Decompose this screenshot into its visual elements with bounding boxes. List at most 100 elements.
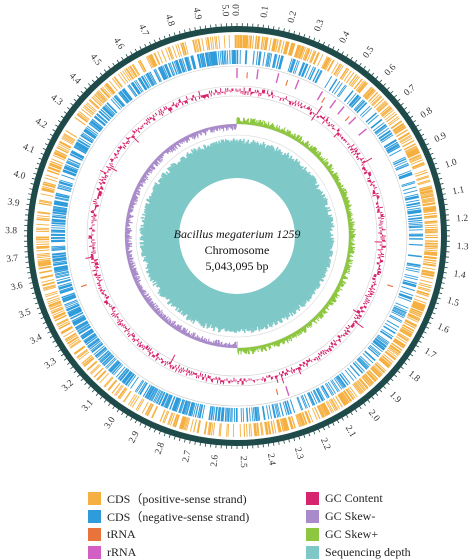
- tick-label-3-0: 3.0: [103, 415, 118, 431]
- backbone-circle: [27, 26, 447, 446]
- legend-label-rrna: rRNA: [107, 544, 137, 559]
- tick-label-3-9: 3.9: [7, 197, 20, 209]
- legend-label-cds-negative: CDS（negative-sense strand): [107, 509, 250, 524]
- tick-label-3-8: 3.8: [5, 226, 17, 236]
- center-blank: [180, 179, 294, 293]
- tick-label-4-1: 4.1: [21, 142, 36, 156]
- tick-label-4-4: 4.4: [67, 71, 83, 87]
- tick-label-3-6: 3.6: [10, 281, 24, 293]
- tick-label-0-2: 0.2: [287, 10, 300, 24]
- tick-label-1-5: 1.5: [446, 296, 461, 309]
- tick-label-0-8: 0.8: [419, 106, 435, 121]
- tick-label-0-3: 0.3: [313, 18, 327, 33]
- tick-label-1-6: 1.6: [436, 322, 451, 336]
- legend-swatch-rrna: [88, 545, 101, 559]
- genome-backbone-ring: [24, 23, 450, 449]
- tick-label-2-0: 2.0: [366, 408, 381, 424]
- gc-skew-negative-trace: [124, 123, 238, 349]
- organism-name: Bacillus megaterium 1259: [174, 227, 301, 241]
- legend-label-cds-positive: CDS（positive-sense strand): [107, 491, 247, 506]
- cds-positive-bars: [35, 34, 439, 437]
- depth-fill-band: [145, 144, 329, 328]
- tick-label-0-7: 0.7: [402, 83, 418, 98]
- tick-label-1-2: 1.2: [456, 214, 469, 225]
- tick-label-1-0: 1.0: [444, 157, 459, 170]
- tick-label-2-9: 2.9: [127, 430, 141, 445]
- tick-label-0-1: 0.1: [260, 5, 271, 18]
- rrna-ring: [80, 68, 394, 396]
- tick-label-0-5: 0.5: [361, 45, 376, 61]
- gc-content-baseline-outer: [86, 85, 388, 387]
- gc-content-ring: [85, 85, 388, 387]
- legend-swatch-gc-content: [306, 491, 319, 505]
- tick-label-2-3: 2.3: [292, 446, 305, 460]
- legend-item-cds-positive: CDS（positive-sense strand): [88, 491, 247, 506]
- tick-label-1-9: 1.9: [387, 390, 403, 406]
- tick-label-4-8: 4.8: [163, 13, 176, 28]
- rrna-marks: [236, 68, 367, 396]
- tick-label-1-8: 1.8: [406, 369, 422, 384]
- tick-label-4-2: 4.2: [33, 117, 48, 132]
- legend-label-trna: tRNA: [107, 526, 136, 541]
- legend-label-gc-skew-neg: GC Skew-: [325, 508, 376, 523]
- tick-label-4-5: 4.5: [88, 52, 103, 68]
- cds-negative-bars: [50, 49, 424, 423]
- legend-swatch-cds-negative: [88, 509, 101, 523]
- tick-label-2-1: 2.1: [343, 424, 358, 440]
- tick-label-3-5: 3.5: [18, 307, 33, 321]
- tick-label-4-6: 4.6: [111, 36, 126, 52]
- tick-label-5-0: 5.0: [219, 4, 230, 17]
- cds-inner-guide: [66, 65, 408, 407]
- tick-label-1-3: 1.3: [456, 242, 469, 253]
- legend-swatch-gc-skew-neg: [306, 509, 319, 523]
- tick-label-0-4: 0.4: [338, 30, 353, 45]
- tick-label-4-9: 4.9: [191, 7, 203, 21]
- gc-content-trace: [85, 87, 387, 385]
- tick-label-2-2: 2.2: [318, 437, 332, 452]
- gc-skew-positive-trace: [236, 117, 356, 355]
- gc-content-baseline-inner: [96, 95, 378, 377]
- tick-label-3-2: 3.2: [60, 378, 76, 394]
- legend-swatch-gc-skew-pos: [306, 527, 319, 541]
- tick-label-2-6: 2.6: [210, 454, 221, 467]
- tick-label-0-6: 0.6: [383, 62, 399, 78]
- tick-label-0-0: 0.0: [232, 4, 242, 16]
- legend-item-gc-content: GC Content: [306, 491, 383, 505]
- tick-label-4-3: 4.3: [49, 93, 65, 108]
- gc-skew-ring: [124, 117, 356, 355]
- tick-label-3-7: 3.7: [6, 254, 19, 265]
- legend-label-sequencing-depth: Sequencing depth: [325, 544, 411, 559]
- circular-genome-map: 0.0 0.1 0.2 0.3 0.4 0.5 0.60.70.8 0.9 1.0 1.1 1.2 1…: [5, 4, 469, 468]
- legend-swatch-trna: [88, 527, 101, 541]
- tick-label-1-7: 1.7: [422, 346, 438, 361]
- legend-swatch-cds-positive: [88, 491, 101, 505]
- legend-item-sequencing-depth: Sequencing depth: [306, 545, 411, 559]
- legend-swatch-sequencing-depth: [306, 545, 319, 559]
- genome-size: 5,043,095 bp: [206, 259, 269, 273]
- replicon-name: Chromosome: [205, 243, 270, 257]
- legend-label-gc-content: GC Content: [325, 490, 383, 505]
- tick-label-0-9: 0.9: [433, 131, 448, 145]
- tick-label-1-1: 1.1: [452, 185, 466, 197]
- tick-label-1-4: 1.4: [453, 269, 467, 281]
- tick-label-2-4: 2.4: [265, 453, 277, 466]
- tick-label-2-5: 2.5: [238, 456, 248, 468]
- legend-item-rrna: rRNA: [88, 545, 136, 559]
- tick-label-3-4: 3.4: [29, 332, 44, 346]
- legend-item-gc-skew-pos: GC Skew+: [306, 527, 378, 541]
- legend-item-trna: tRNA: [88, 527, 136, 541]
- tick-label-3-1: 3.1: [80, 398, 96, 414]
- cds-positive-strand-ring: [35, 34, 439, 437]
- backbone-minor-ticks: [24, 23, 450, 449]
- tick-label-3-3: 3.3: [43, 356, 59, 371]
- tick-label-2-8: 2.8: [154, 441, 168, 456]
- cds-negative-strand-ring: [50, 49, 424, 423]
- legend-label-gc-skew-pos: GC Skew+: [325, 526, 379, 541]
- legend-item-cds-negative: CDS（negative-sense strand): [88, 509, 250, 524]
- trna-marks: [80, 72, 394, 395]
- legend-item-gc-skew-neg: GC Skew-: [306, 509, 375, 523]
- tick-label-4-0: 4.0: [12, 169, 26, 182]
- legend: CDS（positive-sense strand) CDS（negative-…: [0, 472, 474, 559]
- depth-outer-guide: [135, 134, 339, 338]
- sequencing-depth-ring: [135, 134, 339, 338]
